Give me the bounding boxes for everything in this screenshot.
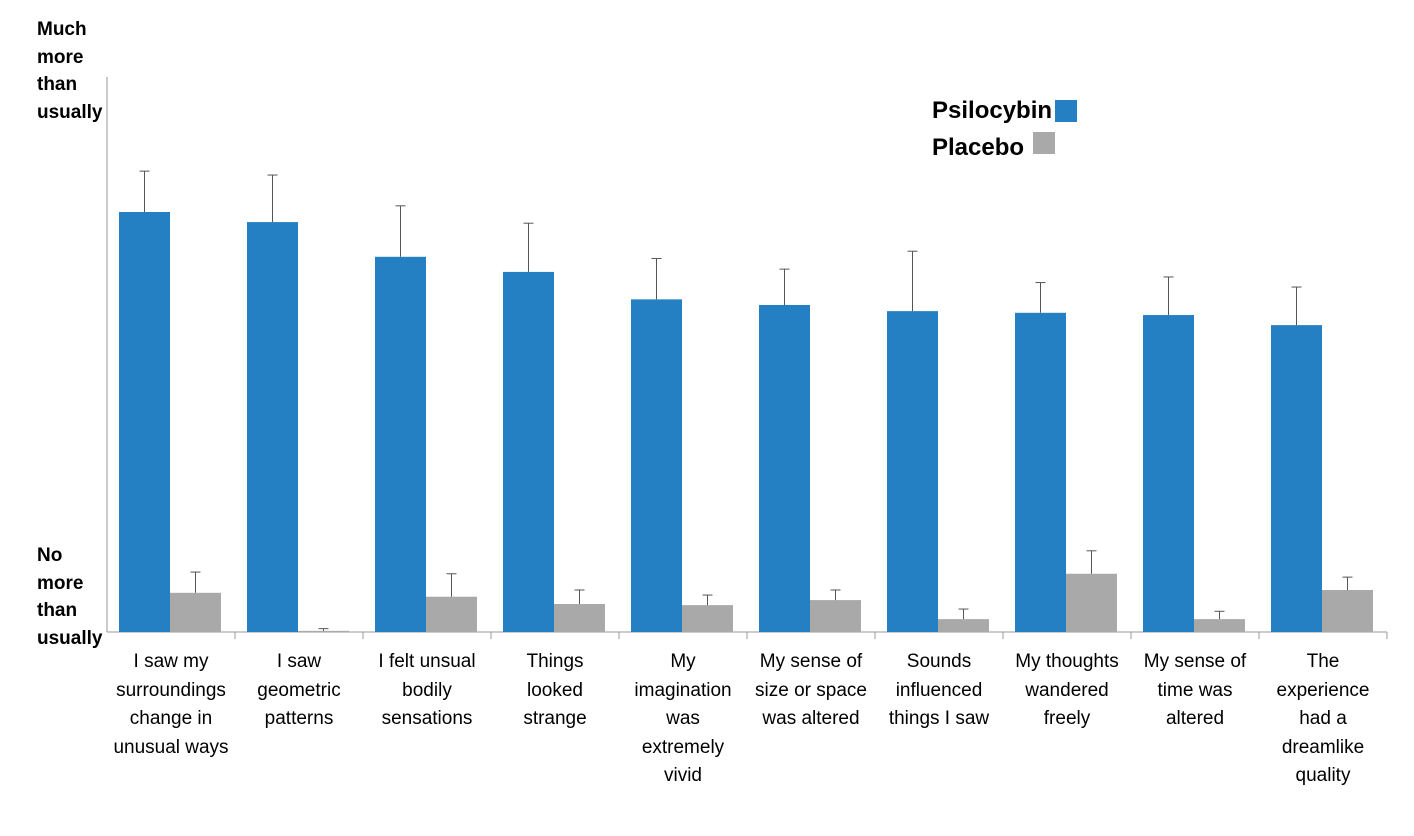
error-bar-psilocybin-8 [1163,276,1174,316]
error-bar-placebo-3 [574,589,585,604]
y-axis-bottom-label: No more than usually [37,545,103,649]
x-category-label: My sense of size or space was altered [755,651,867,729]
error-bar-placebo-9 [1342,576,1353,590]
bar-psilocybin-3 [503,271,554,632]
error-bar-psilocybin-0 [139,170,150,212]
bar-placebo-3 [554,604,605,632]
error-bar-placebo-6 [958,608,969,620]
y-axis-top-label: Much more than usually [37,19,103,123]
legend-label-psilocybin: Psilocybin [932,97,1053,124]
error-bar-psilocybin-7 [1035,282,1046,313]
x-category-label: I felt unsual bodily sensations [378,651,476,729]
error-bar-psilocybin-2 [395,205,406,257]
error-bar-placebo-5 [830,589,841,601]
bar-psilocybin-8 [1143,315,1194,632]
bar-placebo-6 [938,619,989,632]
bar-psilocybin-1 [247,222,298,632]
bar-psilocybin-6 [887,311,938,632]
error-bar-psilocybin-1 [267,174,278,223]
error-bar-psilocybin-5 [779,268,790,305]
legend-swatch-psilocybin [1055,100,1077,122]
bar-placebo-9 [1322,590,1373,632]
bars-layer [119,212,1373,632]
bar-psilocybin-5 [759,304,810,632]
x-category-label: I saw my surroundings change in unusual … [113,651,229,758]
bar-placebo-5 [810,600,861,632]
bar-placebo-7 [1066,573,1117,632]
x-category-label: My sense of time was altered [1143,651,1247,729]
x-category-label: Things looked strange [523,651,587,729]
x-category-label: My thoughts wandered freely [1015,651,1119,729]
error-bar-psilocybin-6 [907,250,918,312]
error-bar-psilocybin-4 [651,257,662,300]
bar-psilocybin-9 [1271,325,1322,632]
x-category-label: My imagination was extremely vivid [634,651,732,786]
x-axis-ticks [234,632,1388,639]
error-bar-psilocybin-3 [523,222,534,272]
error-bar-placebo-7 [1086,550,1097,574]
bar-psilocybin-2 [375,256,426,632]
error-bar-placebo-1 [318,628,329,631]
bar-psilocybin-7 [1015,312,1066,632]
bar-psilocybin-4 [631,299,682,632]
bar-psilocybin-0 [119,212,170,632]
error-bars-layer [139,170,1353,631]
bar-placebo-0 [170,592,221,632]
error-bar-placebo-0 [190,571,201,593]
legend-swatch-placebo [1033,132,1055,154]
x-category-label: Sounds influenced things I saw [888,651,990,729]
x-category-label: I saw geometric patterns [257,651,341,729]
bar-placebo-8 [1194,619,1245,632]
error-bar-placebo-4 [702,594,713,606]
error-bar-placebo-8 [1214,610,1225,620]
bar-placebo-4 [682,605,733,632]
bar-placebo-1 [298,630,349,632]
legend-label-placebo: Placebo [932,134,1025,161]
bar-placebo-2 [426,596,477,632]
error-bar-placebo-2 [446,573,457,597]
error-bar-psilocybin-9 [1291,286,1302,326]
x-category-label: The experience had a dreamlike quality [1276,651,1370,786]
